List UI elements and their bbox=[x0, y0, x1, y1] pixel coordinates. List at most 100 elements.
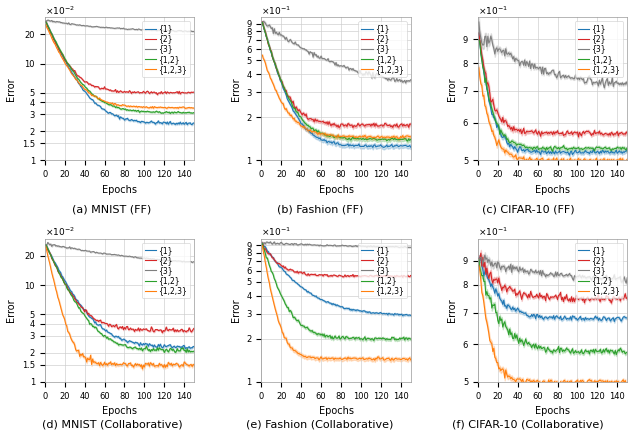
Line: {1,2,3}: {1,2,3} bbox=[262, 55, 411, 138]
{1,2} bbox=[145, 348, 152, 353]
{1,2,3} bbox=[538, 383, 545, 388]
{2} bbox=[598, 297, 606, 302]
Text: (c) CIFAR-10 (FF): (c) CIFAR-10 (FF) bbox=[482, 205, 574, 215]
{1} bbox=[407, 145, 415, 150]
{3} bbox=[535, 268, 543, 273]
{3} bbox=[600, 85, 608, 90]
{1,2,3} bbox=[623, 157, 631, 162]
{2} bbox=[623, 131, 631, 136]
{1,2} bbox=[534, 144, 541, 149]
{1} bbox=[535, 315, 543, 320]
{1,2,3} bbox=[190, 105, 198, 111]
{1,2,3} bbox=[100, 360, 108, 365]
{2} bbox=[475, 30, 483, 36]
{1} bbox=[579, 150, 586, 155]
{1,2} bbox=[317, 332, 325, 338]
{2} bbox=[342, 122, 350, 128]
{3} bbox=[266, 239, 274, 244]
{1} bbox=[559, 316, 567, 321]
{1} bbox=[42, 19, 50, 24]
{1,2,3} bbox=[42, 244, 50, 250]
{1,2,3} bbox=[559, 156, 567, 161]
{1} bbox=[336, 304, 344, 309]
{2} bbox=[100, 84, 108, 89]
{2} bbox=[534, 132, 541, 137]
{1,2} bbox=[381, 136, 388, 141]
{3} bbox=[127, 254, 134, 259]
{3} bbox=[120, 26, 128, 32]
{1,2} bbox=[475, 257, 483, 263]
{3} bbox=[92, 24, 99, 29]
{3} bbox=[481, 253, 489, 258]
{1,2} bbox=[190, 349, 198, 354]
{1,2,3} bbox=[387, 358, 395, 363]
{1,2} bbox=[120, 106, 127, 111]
{1} bbox=[342, 306, 350, 311]
{1} bbox=[598, 148, 606, 153]
X-axis label: Epochs: Epochs bbox=[102, 406, 137, 416]
Line: {2}: {2} bbox=[262, 243, 411, 277]
Line: {2}: {2} bbox=[479, 253, 627, 303]
{3} bbox=[259, 240, 266, 245]
{1} bbox=[579, 316, 586, 322]
{2} bbox=[575, 135, 582, 140]
{1,2,3} bbox=[91, 359, 99, 365]
{1,2,3} bbox=[336, 134, 344, 139]
{1} bbox=[623, 316, 631, 321]
{2} bbox=[91, 316, 99, 322]
{1,2} bbox=[548, 149, 556, 154]
{1,2} bbox=[190, 110, 198, 115]
Text: (e) Fashion (Collaborative): (e) Fashion (Collaborative) bbox=[246, 420, 394, 430]
{2} bbox=[42, 19, 50, 24]
{1,2} bbox=[579, 147, 586, 152]
{2} bbox=[382, 121, 390, 126]
{2} bbox=[407, 273, 415, 278]
{3} bbox=[343, 243, 351, 249]
{1,2,3} bbox=[381, 135, 388, 140]
{1,2,3} bbox=[579, 159, 586, 164]
{3} bbox=[598, 276, 606, 281]
Legend: {1}, {2}, {3}, {1,2}, {1,2,3}: {1}, {2}, {3}, {1,2}, {1,2,3} bbox=[141, 21, 190, 77]
{1} bbox=[361, 309, 369, 314]
Line: {1,2}: {1,2} bbox=[262, 23, 411, 141]
{2} bbox=[554, 297, 561, 302]
{1,2} bbox=[361, 137, 369, 142]
{2} bbox=[607, 300, 615, 306]
{3} bbox=[44, 17, 52, 23]
Line: {3}: {3} bbox=[479, 255, 627, 283]
{1} bbox=[525, 314, 532, 319]
{2} bbox=[477, 250, 484, 256]
{1,2} bbox=[370, 338, 378, 343]
Text: (d) MNIST (Collaborative): (d) MNIST (Collaborative) bbox=[42, 420, 182, 430]
Y-axis label: Error: Error bbox=[230, 77, 241, 101]
Text: ×10$^{-2}$: ×10$^{-2}$ bbox=[45, 226, 75, 238]
{1} bbox=[553, 150, 561, 155]
Line: {2}: {2} bbox=[46, 22, 194, 95]
Line: {1}: {1} bbox=[479, 258, 627, 322]
{2} bbox=[317, 273, 325, 278]
{1,2,3} bbox=[125, 361, 133, 366]
{1,2} bbox=[407, 137, 415, 142]
{3} bbox=[337, 243, 345, 249]
{1,2} bbox=[120, 342, 127, 348]
{1} bbox=[307, 131, 315, 136]
Line: {2}: {2} bbox=[46, 245, 194, 333]
{3} bbox=[524, 61, 531, 66]
{2} bbox=[307, 116, 315, 122]
Legend: {1}, {2}, {3}, {1,2}, {1,2,3}: {1}, {2}, {3}, {1,2}, {1,2,3} bbox=[358, 21, 407, 77]
{1} bbox=[534, 149, 541, 155]
{2} bbox=[159, 330, 166, 335]
Text: ×10$^{-1}$: ×10$^{-1}$ bbox=[478, 226, 508, 238]
{3} bbox=[259, 19, 267, 24]
{1} bbox=[524, 147, 531, 152]
Line: {1,2}: {1,2} bbox=[46, 22, 194, 114]
{3} bbox=[165, 28, 173, 33]
{2} bbox=[349, 125, 356, 130]
{1} bbox=[381, 311, 388, 316]
Text: ×10$^{-1}$: ×10$^{-1}$ bbox=[261, 4, 291, 16]
{1,2} bbox=[577, 347, 585, 352]
{2} bbox=[475, 256, 483, 261]
{1,2,3} bbox=[138, 366, 146, 372]
{2} bbox=[165, 91, 173, 96]
{3} bbox=[190, 259, 198, 264]
